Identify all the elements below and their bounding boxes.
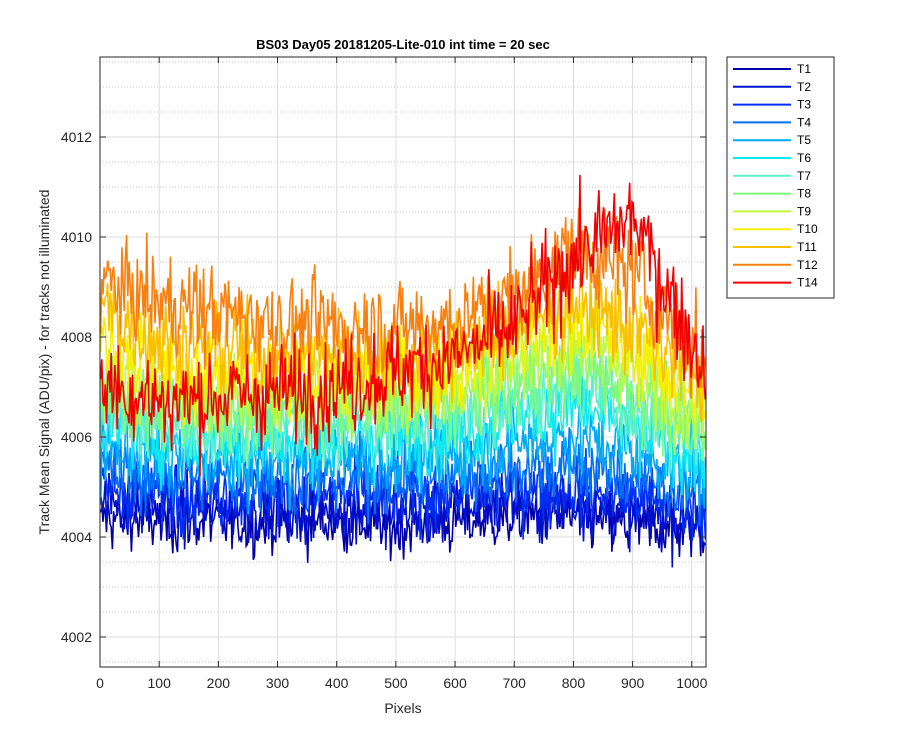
legend-label-t6: T6: [797, 151, 811, 165]
x-tick-label: 200: [207, 675, 231, 691]
x-tick-label: 700: [503, 675, 527, 691]
legend-label-t14: T14: [797, 276, 818, 290]
legend-label-t1: T1: [797, 62, 811, 76]
axes-box: [99, 56, 707, 668]
x-tick-label: 400: [325, 675, 349, 691]
y-tick-label: 4004: [61, 529, 92, 545]
x-tick-label: 0: [96, 675, 104, 691]
legend-label-t5: T5: [797, 133, 811, 147]
x-tick-label: 500: [384, 675, 408, 691]
x-tick-label: 800: [562, 675, 586, 691]
legend-label-t2: T2: [797, 80, 811, 94]
y-axis-label: Track Mean Signal (ADU/pix) - for tracks…: [36, 190, 52, 535]
x-tick-label: 100: [148, 675, 172, 691]
x-tick-label: 600: [443, 675, 467, 691]
series-layer: [100, 174, 706, 568]
legend-label-t12: T12: [797, 258, 818, 272]
y-tick-label: 4006: [61, 429, 92, 445]
chart-title: BS03 Day05 20181205-Lite-010 int time = …: [256, 37, 550, 52]
y-tick-label: 4002: [61, 629, 92, 645]
axis-ticks: 0 100 200 300 400 500 600 700 800 900 1000 4002 4004…: [61, 57, 708, 691]
x-tick-label: 1000: [676, 675, 707, 691]
legend-label-t4: T4: [797, 115, 811, 129]
legend-box: [726, 56, 835, 299]
x-axis-label: Pixels: [384, 700, 421, 716]
legend: T1 T2 T3 T4 T5 T6 T7 T8 T9 T10 T11 T12 T14: [726, 56, 835, 299]
y-tick-label: 4012: [61, 129, 92, 145]
legend-label-t7: T7: [797, 169, 811, 183]
y-tick-label: 4008: [61, 329, 92, 345]
legend-label-t11: T11: [797, 240, 817, 254]
legend-label-t8: T8: [797, 187, 811, 201]
x-tick-label: 300: [266, 675, 290, 691]
x-tick-label: 900: [621, 675, 645, 691]
legend-label-t9: T9: [797, 204, 811, 218]
series-line-t14: [100, 174, 706, 477]
y-tick-label: 4010: [61, 229, 92, 245]
legend-label-t10: T10: [797, 222, 818, 236]
legend-label-t3: T3: [797, 98, 811, 112]
